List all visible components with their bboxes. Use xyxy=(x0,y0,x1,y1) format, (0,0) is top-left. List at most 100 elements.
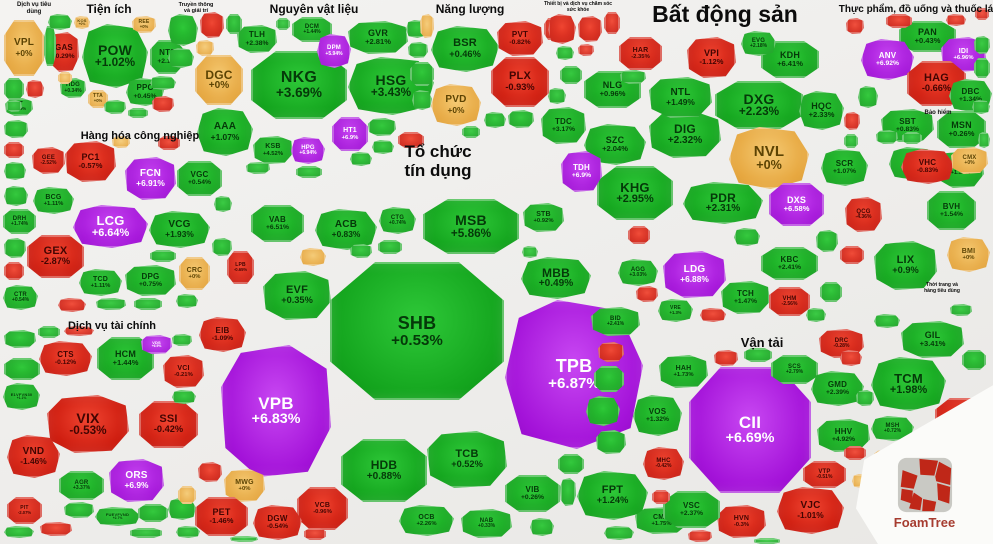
treemap-cell-small[interactable] xyxy=(128,108,148,118)
treemap-cell-small[interactable] xyxy=(176,294,198,308)
cell-ACB[interactable]: ACB +0.83% xyxy=(315,209,377,250)
treemap-cell-small[interactable] xyxy=(902,132,922,144)
treemap-cell-small[interactable] xyxy=(844,446,866,460)
cell-CTS[interactable]: CTS -0.12% xyxy=(39,341,92,376)
cell-PVD[interactable]: PVD +0% xyxy=(431,84,481,126)
treemap-cell-small[interactable] xyxy=(596,430,626,454)
treemap-cell-small[interactable] xyxy=(168,14,198,46)
cell-NT2[interactable]: NT2 +2.1% xyxy=(150,40,184,74)
cell-ANV[interactable]: ANV +6.92% xyxy=(861,39,914,80)
cell-KBC[interactable]: KBC +2.41% xyxy=(761,247,818,280)
cell-VJC[interactable]: VJC -1.01% xyxy=(777,487,844,534)
treemap-cell-small[interactable] xyxy=(846,18,864,34)
treemap-cell-small[interactable] xyxy=(4,162,26,180)
treemap-cell-small[interactable] xyxy=(560,66,582,84)
treemap-cell-small[interactable] xyxy=(556,46,574,60)
treemap-cell-small[interactable] xyxy=(734,228,760,246)
treemap-cell-small[interactable] xyxy=(620,70,646,84)
cell-VHM[interactable]: VHM -2.56% xyxy=(769,287,810,316)
cell-AAA[interactable]: AAA +1.07% xyxy=(197,108,253,156)
cell-AGG[interactable]: AGG +3.03% xyxy=(618,259,658,286)
treemap-cell-small[interactable] xyxy=(840,246,864,264)
cell-TDH[interactable]: TDH +6.9% xyxy=(561,151,602,192)
treemap-cell-small[interactable] xyxy=(304,528,326,540)
treemap-cell-small[interactable] xyxy=(628,226,650,244)
cell-ORS[interactable]: ORS +6.9% xyxy=(109,459,164,502)
cell-KHG[interactable]: KHG +2.95% xyxy=(597,166,673,220)
treemap-cell-small[interactable] xyxy=(522,246,538,258)
treemap-cell-small[interactable] xyxy=(840,350,862,366)
cell-PIT[interactable]: PIT -2.07% xyxy=(7,497,42,524)
treemap-cell-small[interactable] xyxy=(974,36,990,54)
cell-VOS[interactable]: VOS +1.32% xyxy=(633,395,682,436)
treemap-cell-small[interactable] xyxy=(604,12,620,34)
cell-VIX[interactable]: VIX -0.53% xyxy=(47,395,129,453)
treemap-cell-small[interactable] xyxy=(4,238,26,258)
cell-VCG[interactable]: VCG +1.93% xyxy=(149,211,210,248)
treemap-cell-small[interactable] xyxy=(96,298,126,310)
treemap-cell-small[interactable] xyxy=(230,536,258,542)
cell-GMD[interactable]: GMD +2.39% xyxy=(811,371,864,406)
cell-KSB[interactable]: KSB +4.52% xyxy=(253,136,293,164)
cell-BMI[interactable]: BMI +0% xyxy=(947,237,990,272)
treemap-cell-small[interactable] xyxy=(368,118,396,136)
cell-BVH[interactable]: BVH +1.54% xyxy=(927,191,976,230)
treemap-cell-small[interactable] xyxy=(4,120,28,138)
treemap-cell-small[interactable] xyxy=(246,162,270,174)
treemap-cell-small[interactable] xyxy=(6,100,22,112)
treemap-cell-small[interactable] xyxy=(856,390,874,406)
treemap-cell-small[interactable] xyxy=(594,366,624,392)
treemap-cell-small[interactable] xyxy=(44,26,56,66)
cell-EVG[interactable]: EVG +2.18% xyxy=(741,31,776,56)
cell-GVR[interactable]: GVR +2.81% xyxy=(348,21,408,54)
cell-VPI[interactable]: VPI -1.12% xyxy=(687,37,736,78)
treemap-cell-small[interactable] xyxy=(168,48,194,68)
cell-HT1[interactable]: HT1 +6.9% xyxy=(332,117,368,151)
treemap-cell-small[interactable] xyxy=(4,526,34,538)
cell-STB[interactable]: STB +0.92% xyxy=(523,203,564,232)
treemap-cell-small[interactable] xyxy=(212,238,232,256)
cell-TDC[interactable]: TDC +3.17% xyxy=(541,107,586,144)
cell-MHC[interactable]: MHC -0.42% xyxy=(643,447,684,480)
cell-FCN[interactable]: FCN +6.91% xyxy=(125,157,176,200)
treemap-cell-small[interactable] xyxy=(950,304,972,316)
treemap-cell-small[interactable] xyxy=(886,14,912,28)
cell-QCG[interactable]: QCG -4.36% xyxy=(845,197,882,232)
cell-NVL[interactable]: NVL +0% xyxy=(729,127,809,189)
treemap-cell-small[interactable] xyxy=(198,462,222,482)
cell-CTG[interactable]: CTG +0.74% xyxy=(379,207,416,234)
cell-CMX[interactable]: CMX +0% xyxy=(951,147,988,174)
cell-EIB[interactable]: EIB -1.09% xyxy=(199,317,246,352)
treemap-cell-small[interactable] xyxy=(806,308,826,322)
treemap-cell-small[interactable] xyxy=(296,166,322,178)
cell-DGW[interactable]: DGW -0.54% xyxy=(253,505,302,540)
treemap-cell-small[interactable] xyxy=(26,80,44,98)
treemap-cell-small[interactable] xyxy=(158,136,180,150)
cell-FPT[interactable]: FPT +1.24% xyxy=(577,471,648,520)
cell-DIG[interactable]: DIG +2.32% xyxy=(649,111,721,158)
cell-PLX[interactable]: PLX -0.93% xyxy=(491,57,549,107)
cell-CRC[interactable]: CRC +0% xyxy=(179,257,210,290)
treemap-cell-small[interactable] xyxy=(4,78,24,100)
treemap-cell-small[interactable] xyxy=(200,12,224,38)
cell-VDS[interactable]: VDS +6.9% xyxy=(141,335,172,354)
cell-GEE[interactable]: GEE -2.52% xyxy=(32,147,65,174)
cell-SCR[interactable]: SCR +1.07% xyxy=(821,149,868,186)
treemap-cell-small[interactable] xyxy=(700,308,726,322)
cell-OCB[interactable]: OCB +2.26% xyxy=(399,505,454,536)
treemap-cell-small[interactable] xyxy=(484,112,506,128)
treemap-cell-small[interactable] xyxy=(178,486,196,504)
cell-HAH[interactable]: HAH +1.73% xyxy=(659,355,708,388)
cell-KOS[interactable]: KOS +0% xyxy=(74,16,90,29)
cell-EVF[interactable]: EVF +0.35% xyxy=(263,271,331,320)
treemap-cell-small[interactable] xyxy=(548,88,566,104)
treemap-cell-small[interactable] xyxy=(548,14,576,44)
cell-DPG[interactable]: DPG +0.75% xyxy=(125,265,176,296)
treemap-cell-small[interactable] xyxy=(408,42,428,58)
treemap-cell-small[interactable] xyxy=(652,490,670,504)
cell-HVN[interactable]: HVN -0.3% xyxy=(717,505,766,538)
treemap-cell-small[interactable] xyxy=(636,286,658,302)
cell-DXG[interactable]: DXG +2.23% xyxy=(715,81,803,129)
treemap-cell-small[interactable] xyxy=(48,14,72,30)
treemap-cell-small[interactable] xyxy=(58,298,86,312)
